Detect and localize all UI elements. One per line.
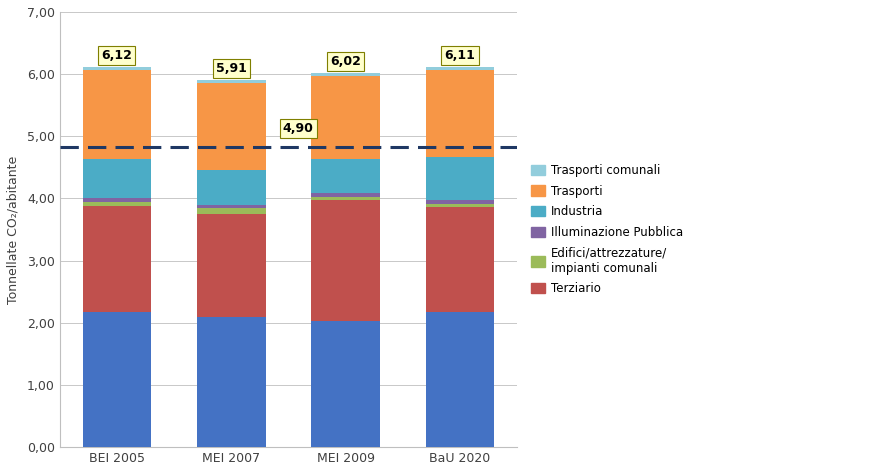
Bar [311, 321, 380, 447]
Bar [83, 312, 151, 447]
Bar [311, 193, 380, 197]
Bar [425, 312, 494, 447]
Text: 6,11: 6,11 [444, 49, 474, 62]
Bar [425, 67, 494, 70]
Bar [425, 157, 494, 200]
Bar [311, 159, 380, 193]
Text: 4,90: 4,90 [282, 122, 313, 135]
Bar [311, 76, 380, 159]
Bar [425, 200, 494, 204]
Y-axis label: Tonnellate CO₂/abitante: Tonnellate CO₂/abitante [7, 155, 20, 303]
Bar [425, 207, 494, 312]
Text: 5,91: 5,91 [216, 62, 247, 75]
Bar [311, 73, 380, 76]
Legend: Trasporti comunali, Trasporti, Industria, Illuminazione Pubblica, Edifici/attrez: Trasporti comunali, Trasporti, Industria… [527, 160, 687, 299]
Bar [311, 197, 380, 200]
Bar [196, 80, 265, 83]
Bar [83, 67, 151, 70]
Text: 6,02: 6,02 [330, 55, 361, 68]
Bar [83, 160, 151, 198]
Bar [196, 214, 265, 317]
Text: 6,12: 6,12 [102, 49, 132, 62]
Bar [83, 70, 151, 160]
Bar [196, 209, 265, 214]
Bar [83, 198, 151, 202]
Bar [425, 204, 494, 207]
Bar [196, 317, 265, 447]
Bar [196, 83, 265, 170]
Bar [83, 206, 151, 312]
Bar [311, 200, 380, 321]
Bar [83, 202, 151, 206]
Bar [196, 205, 265, 209]
Bar [196, 170, 265, 205]
Bar [425, 70, 494, 157]
